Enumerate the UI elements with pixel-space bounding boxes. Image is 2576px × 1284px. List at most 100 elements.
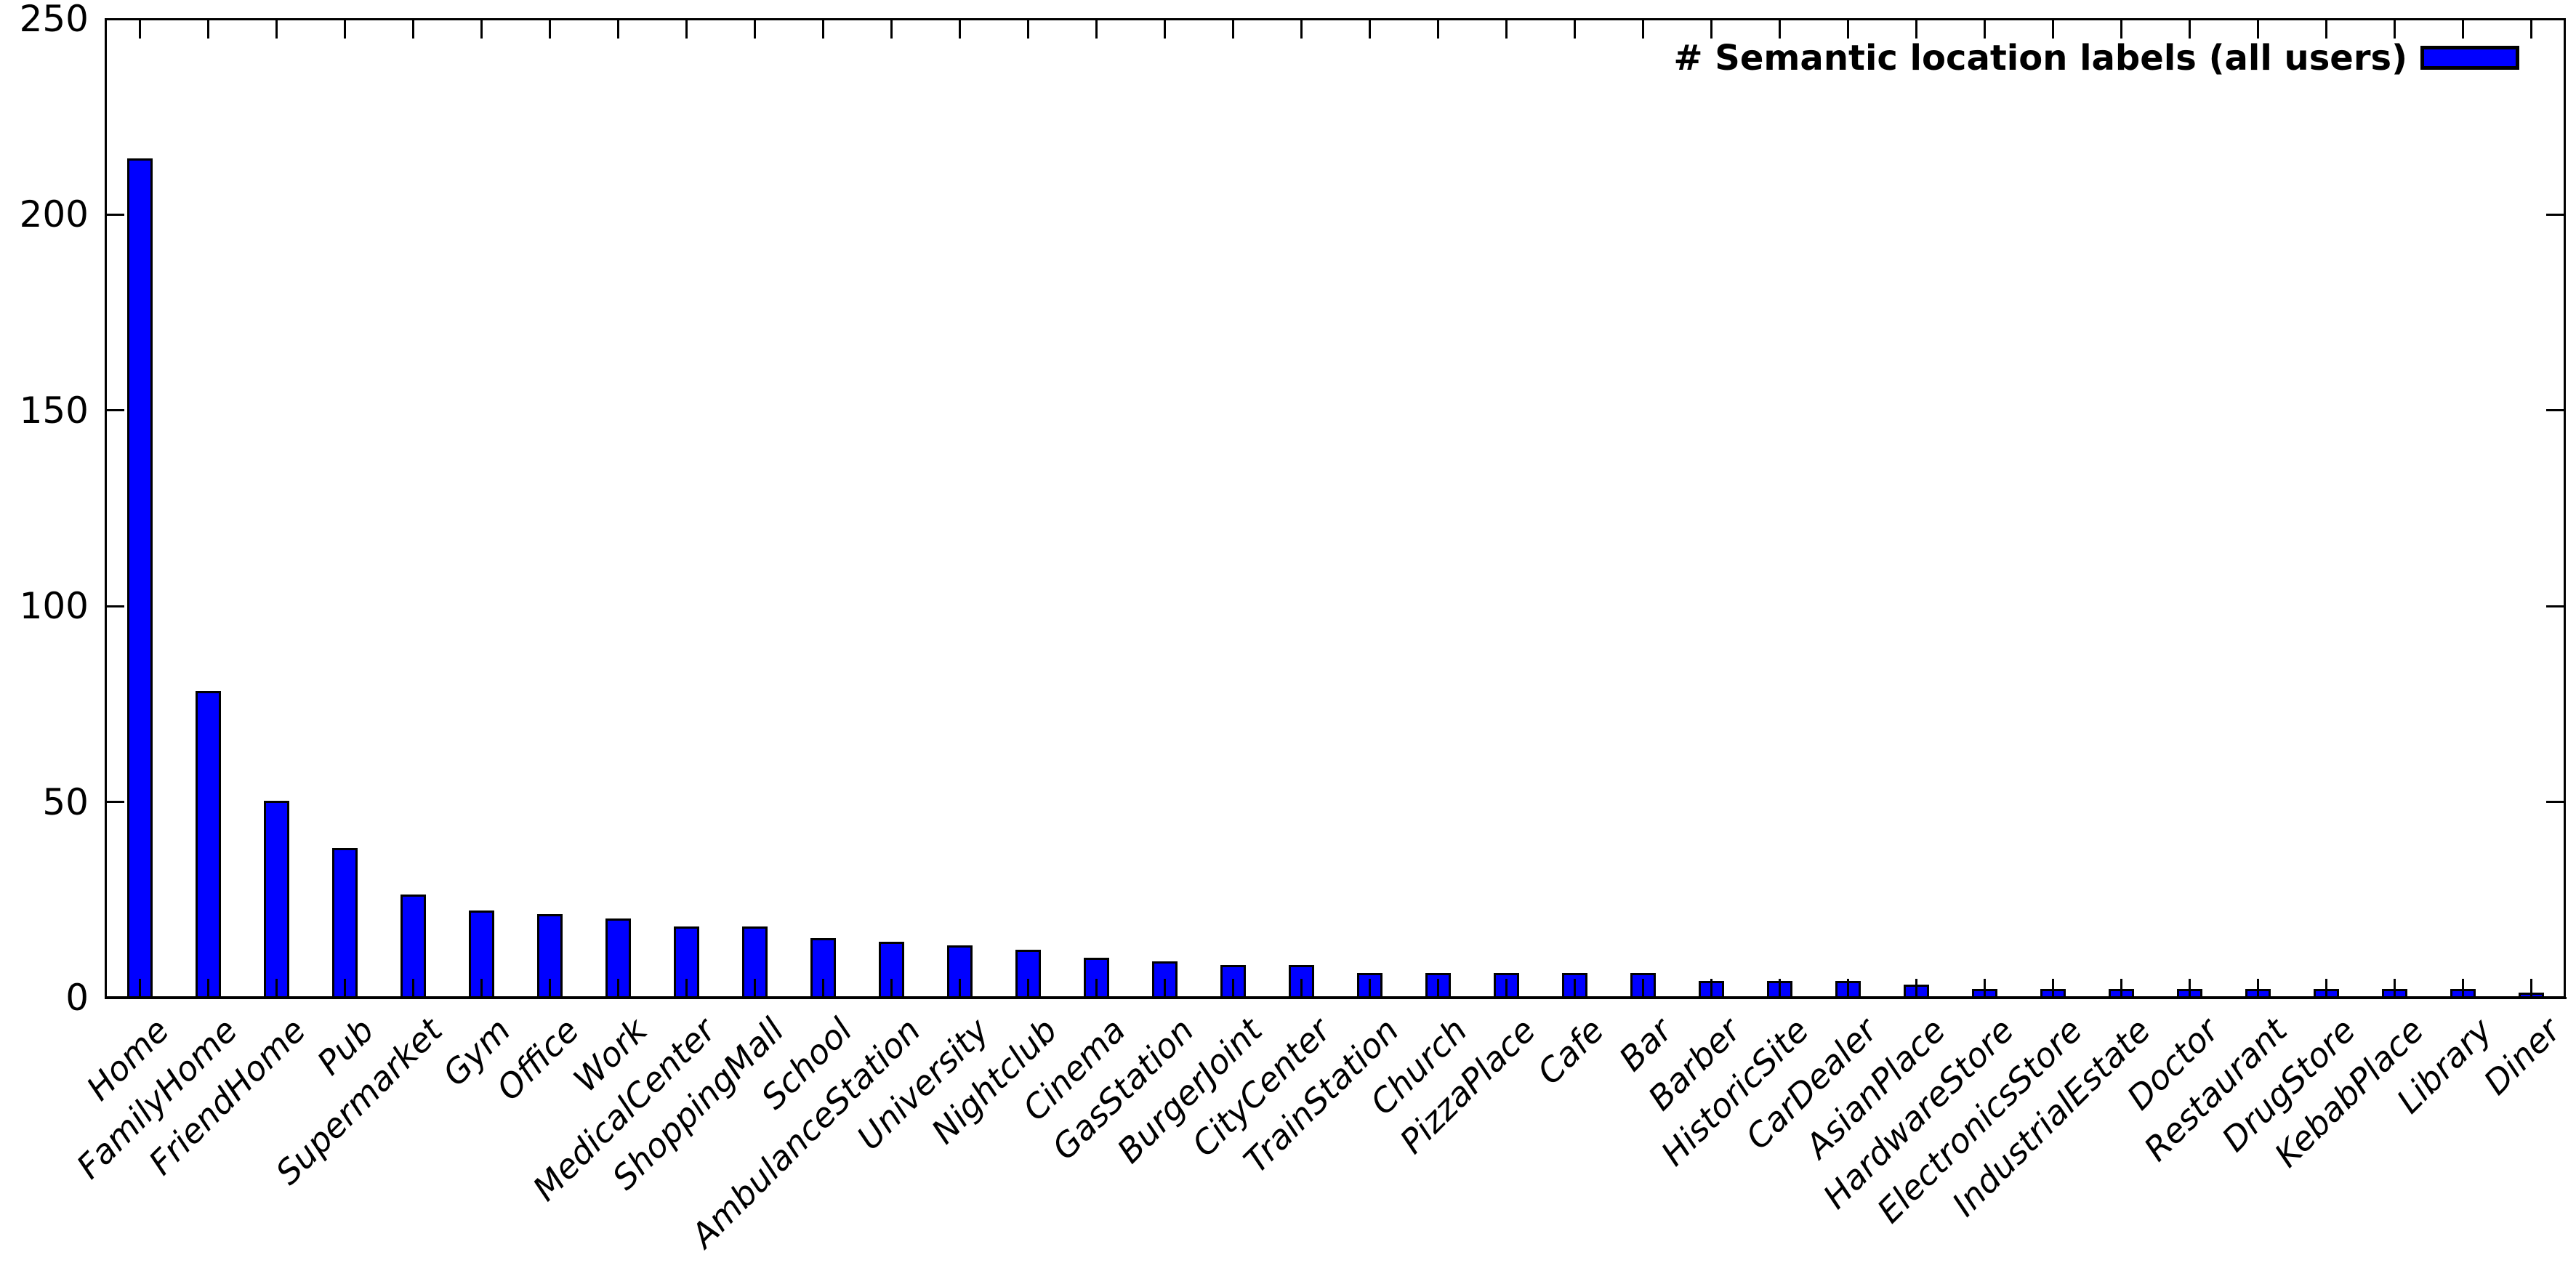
y-tick-mirror (2546, 213, 2565, 216)
x-tick-mirror (1300, 20, 1303, 39)
x-tick-mirror (2325, 20, 2327, 39)
x-tick (1846, 979, 1849, 998)
x-tick-mirror (2393, 20, 2396, 39)
x-tick-mirror (1710, 20, 1712, 39)
x-tick (1368, 979, 1371, 998)
x-tick (753, 979, 756, 998)
bar-office (536, 914, 563, 999)
y-tick-label: 0 (65, 977, 89, 1019)
x-tick (343, 979, 346, 998)
x-tick (685, 979, 688, 998)
x-axis-line (104, 996, 2567, 999)
x-tick-mirror (1368, 20, 1371, 39)
x-tick-mirror (2461, 20, 2464, 39)
x-tick (1641, 979, 1644, 998)
x-tick-mirror (1436, 20, 1439, 39)
x-tick-mirror (343, 20, 346, 39)
x-tick-mirror (890, 20, 893, 39)
y-tick (105, 17, 124, 20)
x-tick-mirror (753, 20, 756, 39)
x-tick-mirror (2051, 20, 2054, 39)
x-tick-mirror (1026, 20, 1029, 39)
x-tick-mirror (1505, 20, 1508, 39)
bar-home (126, 158, 153, 999)
x-tick (1573, 979, 1576, 998)
x-tick-mirror (2188, 20, 2191, 39)
x-tick (2461, 979, 2464, 998)
x-tick (2120, 979, 2122, 998)
x-tick-mirror (1163, 20, 1166, 39)
x-tick (1915, 979, 1917, 998)
x-tick (1778, 979, 1781, 998)
x-tick-mirror (1846, 20, 1849, 39)
x-tick (275, 979, 278, 998)
x-tick-mirror (1095, 20, 1098, 39)
x-tick (890, 979, 893, 998)
x-tick-mirror (1231, 20, 1234, 39)
x-tick (1983, 979, 1986, 998)
x-tick (2188, 979, 2191, 998)
x-tick (1231, 979, 1234, 998)
y-tick-mirror (2546, 605, 2565, 607)
bar-familyhome (195, 691, 221, 999)
bar-supermarket (400, 895, 426, 999)
x-tick (1163, 979, 1166, 998)
x-tick (548, 979, 551, 998)
x-tick-mirror (138, 20, 141, 39)
x-tick (206, 979, 209, 998)
x-tick-mirror (1641, 20, 1644, 39)
y-tick (105, 409, 124, 412)
x-tick-mirror (206, 20, 209, 39)
x-tick (2325, 979, 2327, 998)
x-tick (2529, 979, 2532, 998)
x-tick (2393, 979, 2396, 998)
y-tick-label: 200 (19, 193, 89, 236)
x-tick (480, 979, 483, 998)
x-tick-mirror (2529, 20, 2532, 39)
x-tick (1710, 979, 1712, 998)
x-tick (2256, 979, 2259, 998)
y-tick-label: 150 (19, 389, 89, 432)
y-tick (105, 605, 124, 607)
x-tick (411, 979, 414, 998)
x-tick-mirror (2256, 20, 2259, 39)
y-tick-mirror (2546, 17, 2565, 20)
y-tick (105, 801, 124, 804)
bar-cinema (1083, 957, 1109, 999)
x-tick-mirror (2120, 20, 2122, 39)
x-tick-mirror (685, 20, 688, 39)
plot-border (105, 18, 2566, 998)
x-tick (1436, 979, 1439, 998)
x-tick (1505, 979, 1508, 998)
x-tick (1095, 979, 1098, 998)
y-tick-label: 100 (19, 585, 89, 628)
x-tick-mirror (616, 20, 619, 39)
y-tick-mirror (2546, 801, 2565, 804)
x-tick (138, 979, 141, 998)
x-tick-mirror (275, 20, 278, 39)
x-tick-mirror (958, 20, 961, 39)
y-tick-label: 250 (19, 0, 89, 40)
bar-friendhome (263, 801, 289, 999)
y-tick-mirror (2546, 409, 2565, 412)
x-tick (958, 979, 961, 998)
bar-pub (331, 847, 358, 999)
x-tick (616, 979, 619, 998)
x-tick-mirror (1983, 20, 1986, 39)
x-tick (2051, 979, 2054, 998)
x-tick-mirror (480, 20, 483, 39)
legend-label: # Semantic location labels (all users) (1673, 38, 2407, 78)
x-tick-mirror (1573, 20, 1576, 39)
y-tick-label: 50 (42, 780, 89, 823)
x-tick-mirror (411, 20, 414, 39)
x-tick (1300, 979, 1303, 998)
x-tick-mirror (1915, 20, 1917, 39)
x-tick-mirror (548, 20, 551, 39)
legend-swatch (2420, 46, 2519, 70)
x-tick (821, 979, 824, 998)
x-tick (1026, 979, 1029, 998)
y-tick (105, 213, 124, 216)
x-tick-mirror (821, 20, 824, 39)
x-tick-mirror (1778, 20, 1781, 39)
